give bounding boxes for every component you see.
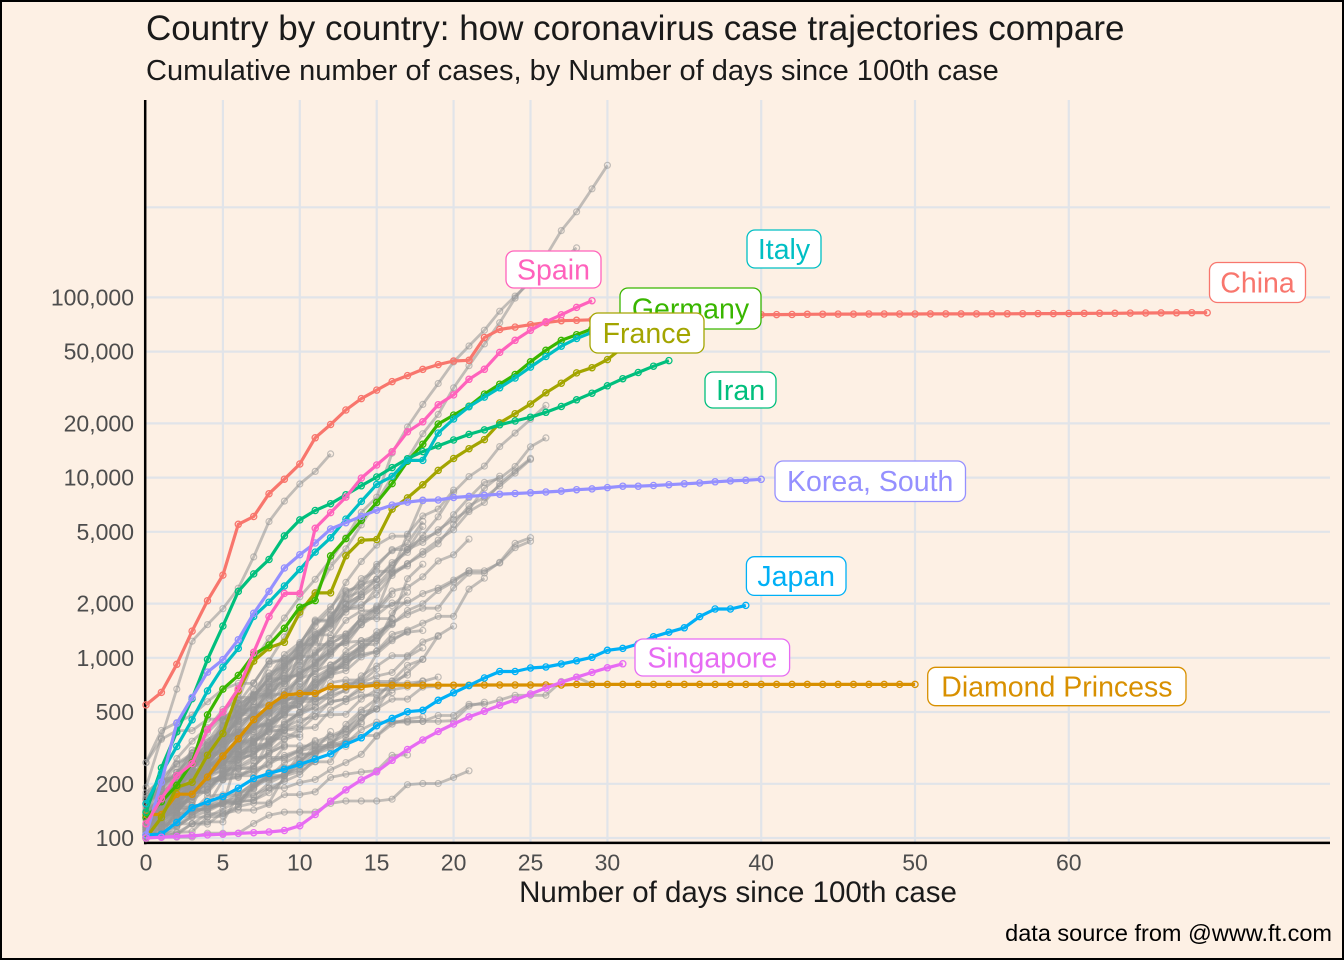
svg-text:Korea, South: Korea, South <box>787 466 953 498</box>
svg-text:500: 500 <box>96 699 134 725</box>
svg-text:10: 10 <box>287 850 313 876</box>
svg-text:40: 40 <box>748 850 774 876</box>
svg-text:Iran: Iran <box>716 375 765 407</box>
svg-text:15: 15 <box>364 850 390 876</box>
svg-text:1,000: 1,000 <box>76 645 134 671</box>
svg-text:5: 5 <box>217 850 230 876</box>
svg-text:Singapore: Singapore <box>647 643 777 675</box>
svg-text:China: China <box>1220 268 1295 300</box>
svg-text:20,000: 20,000 <box>64 410 134 436</box>
svg-text:20: 20 <box>441 850 467 876</box>
svg-text:5,000: 5,000 <box>76 519 134 545</box>
svg-text:25: 25 <box>518 850 544 876</box>
svg-text:2,000: 2,000 <box>76 591 134 617</box>
svg-text:Cumulative number of cases, by: Cumulative number of cases, by Number of… <box>146 55 999 87</box>
svg-text:30: 30 <box>595 850 621 876</box>
svg-text:0: 0 <box>140 850 153 876</box>
svg-text:Italy: Italy <box>758 234 811 266</box>
svg-text:60: 60 <box>1056 850 1082 876</box>
svg-text:10,000: 10,000 <box>64 465 134 491</box>
svg-text:50: 50 <box>902 850 928 876</box>
svg-text:100: 100 <box>96 825 134 851</box>
svg-text:Country by country: how corona: Country by country: how coronavirus case… <box>146 9 1124 48</box>
svg-text:France: France <box>603 318 692 350</box>
svg-text:Number of days since 100th cas: Number of days since 100th case <box>519 876 957 909</box>
svg-text:50,000: 50,000 <box>64 339 134 365</box>
svg-text:Spain: Spain <box>517 255 590 287</box>
svg-text:data source from @www.ft.com: data source from @www.ft.com <box>1005 920 1332 946</box>
svg-text:Diamond Princess: Diamond Princess <box>941 672 1172 704</box>
svg-text:200: 200 <box>96 771 134 797</box>
svg-text:100,000: 100,000 <box>51 284 134 310</box>
svg-text:Japan: Japan <box>757 561 835 593</box>
